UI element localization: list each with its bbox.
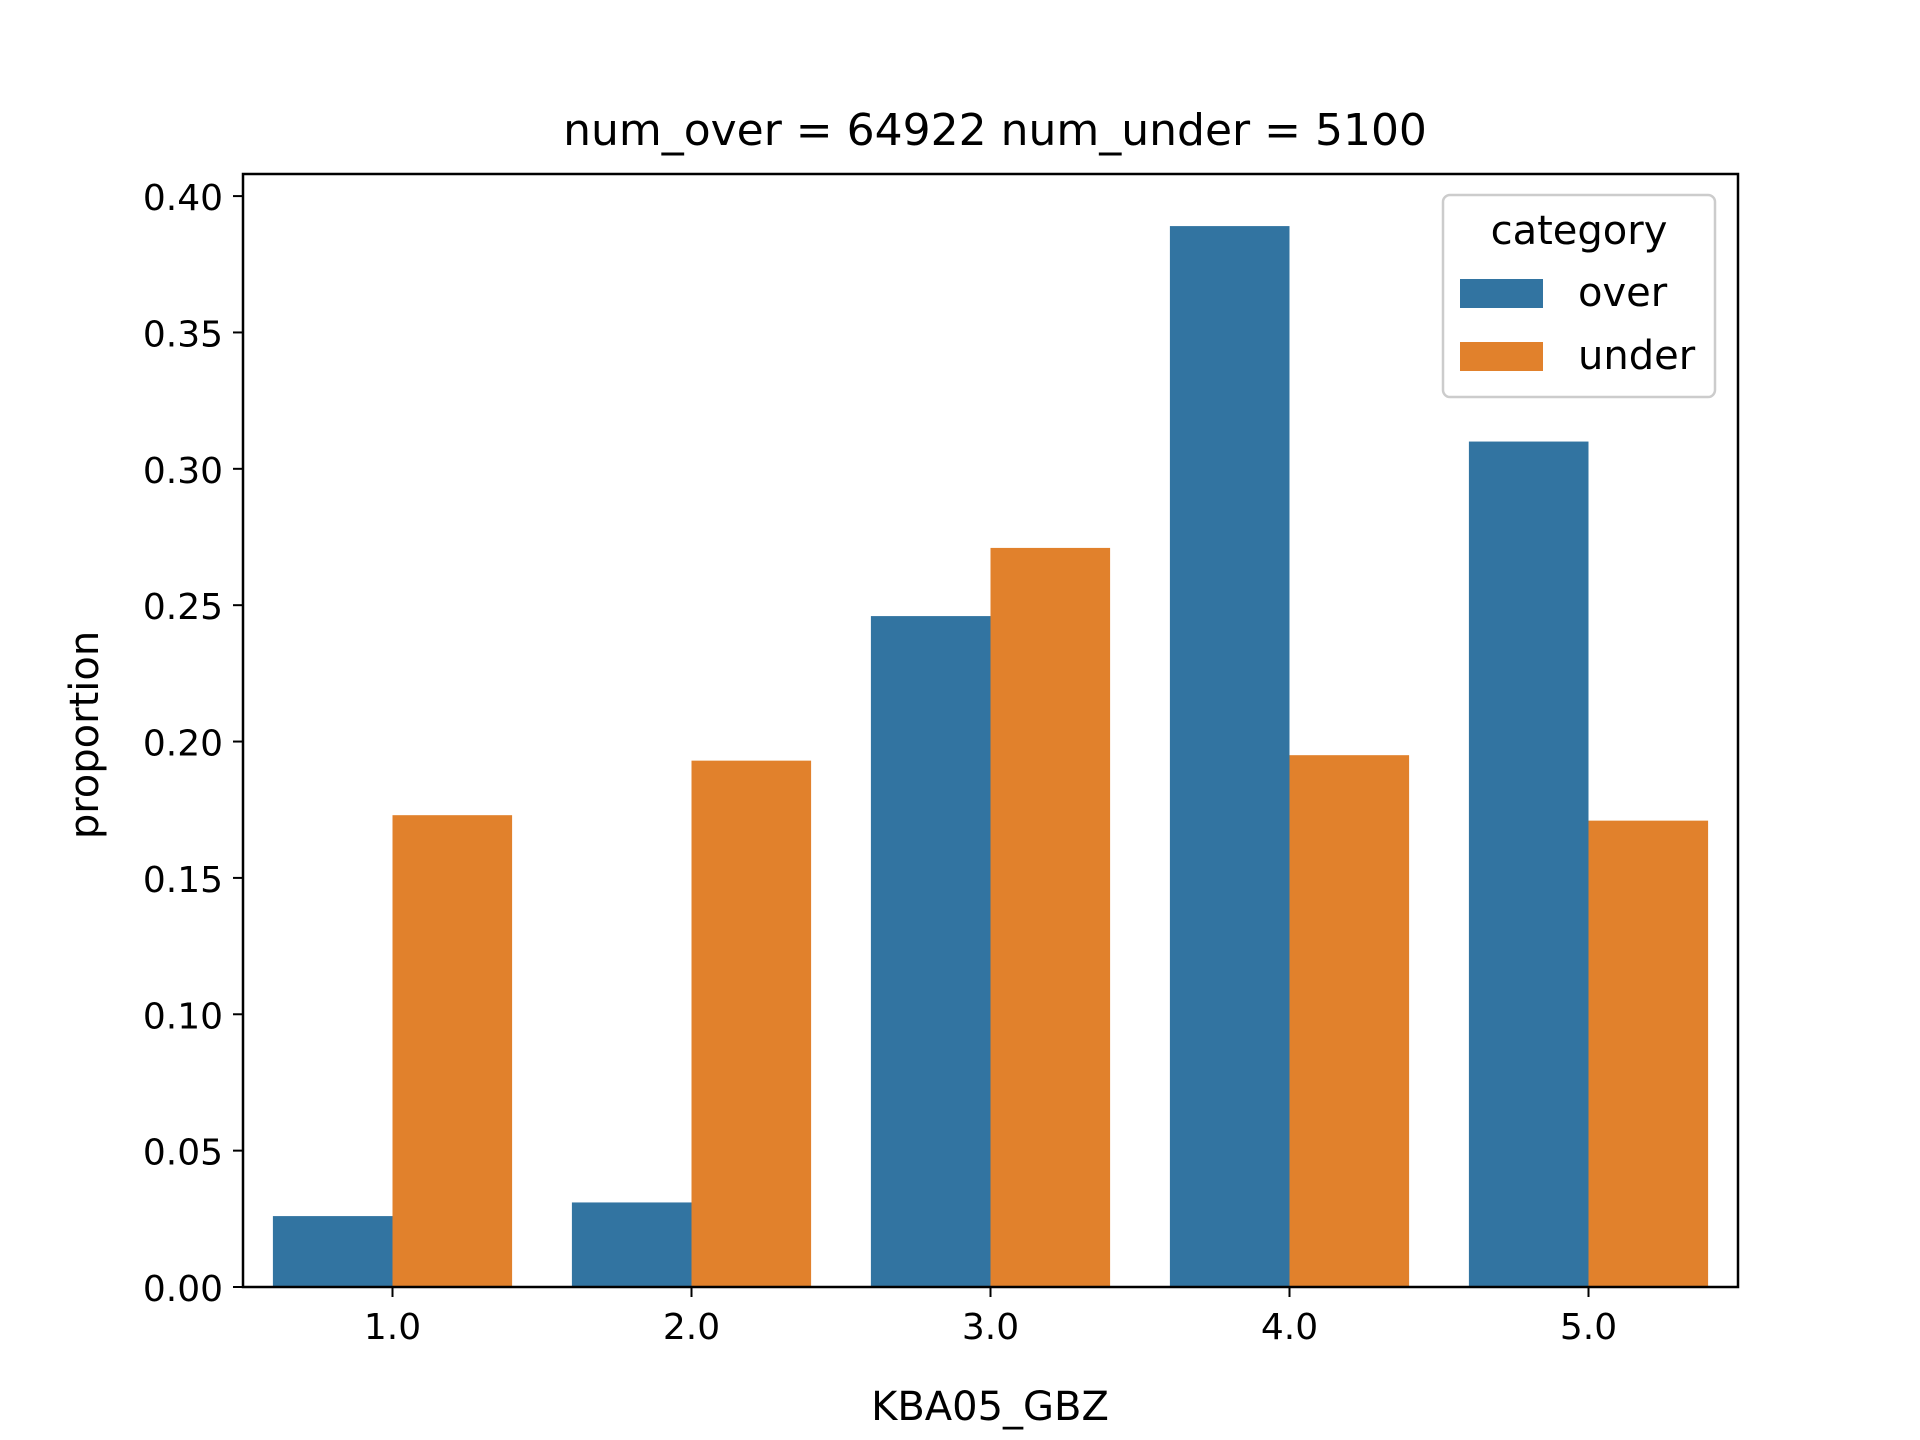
legend-title: category	[1491, 208, 1668, 254]
bar-over-1.0	[272, 1216, 393, 1287]
y-axis-label: proportion	[62, 631, 108, 839]
x-axis-label: KBA05_GBZ	[871, 1384, 1109, 1430]
bar-over-5.0	[1468, 441, 1589, 1287]
legend-swatch-over	[1460, 279, 1543, 308]
y-tick-label: 0.25	[143, 587, 223, 628]
x-tick-label: 3.0	[962, 1307, 1019, 1348]
legend-swatch-under	[1460, 342, 1543, 371]
y-tick-label: 0.20	[143, 724, 223, 765]
y-tick-label: 0.40	[143, 178, 223, 219]
x-tick-label: 1.0	[364, 1307, 421, 1348]
legend: category over under	[1441, 193, 1717, 399]
bar-over-3.0	[870, 616, 991, 1287]
y-tick-label: 0.35	[143, 314, 223, 355]
legend-label-under: under	[1578, 333, 1696, 379]
y-tick-label: 0.15	[143, 860, 223, 901]
chart-title: num_over = 64922 num_under = 5100	[563, 105, 1427, 156]
y-tick-label: 0.30	[143, 451, 223, 492]
x-axis: 1.0 2.0 3.0 4.0 5.0	[364, 1287, 1617, 1348]
bar-under-3.0	[990, 547, 1111, 1287]
bar-under-5.0	[1588, 820, 1709, 1287]
bars-group	[272, 226, 1709, 1288]
bar-over-2.0	[571, 1202, 692, 1287]
x-tick-label: 2.0	[663, 1307, 720, 1348]
y-tick-label: 0.10	[143, 996, 223, 1037]
x-tick-label: 5.0	[1560, 1307, 1617, 1348]
bar-under-1.0	[392, 815, 513, 1287]
y-tick-label: 0.05	[143, 1133, 223, 1174]
legend-label-over: over	[1578, 270, 1668, 316]
bar-under-4.0	[1289, 755, 1410, 1287]
bar-over-4.0	[1169, 226, 1290, 1288]
y-tick-label: 0.00	[143, 1269, 223, 1310]
y-axis: 0.00 0.05 0.10 0.15 0.20 0.25 0.30 0.35 0.40	[143, 178, 243, 1310]
x-tick-label: 4.0	[1261, 1307, 1318, 1348]
plot-frame	[241, 172, 1740, 1289]
bar-under-2.0	[691, 760, 812, 1287]
